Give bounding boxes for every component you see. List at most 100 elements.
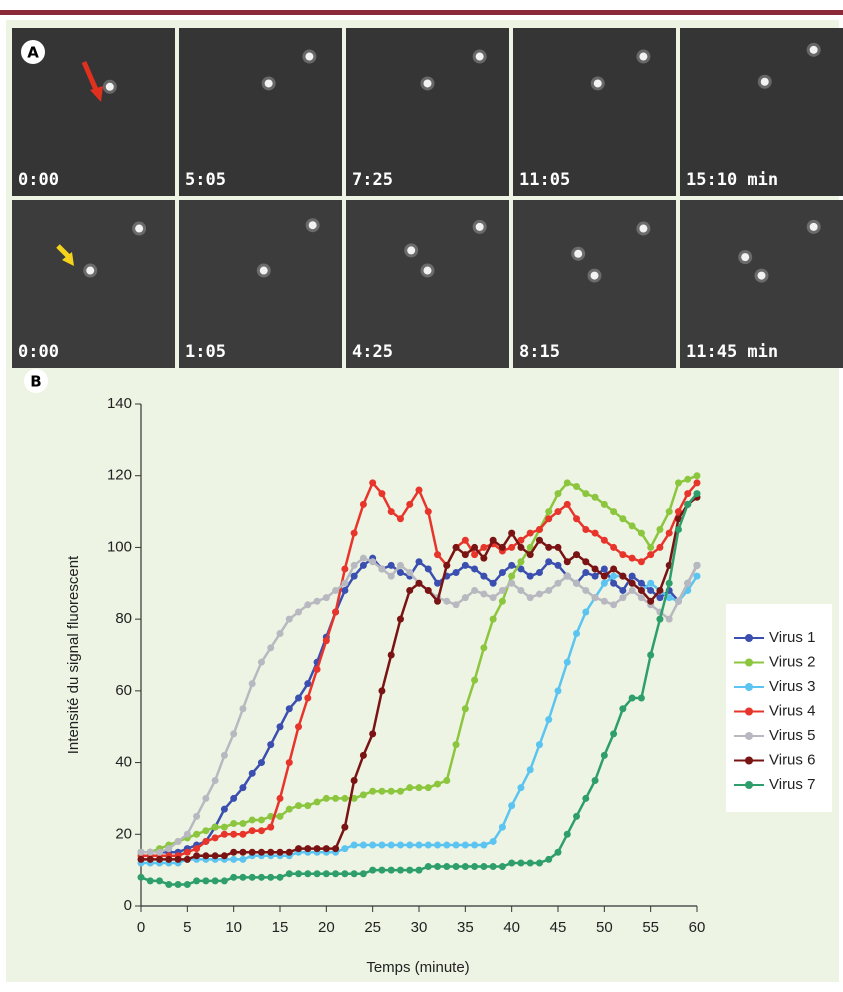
series-point [378,565,386,573]
series-point [526,594,534,602]
series-point [517,543,525,551]
series-point [146,877,154,885]
series-point [156,848,164,856]
top-rule [0,10,843,15]
series-point [434,579,442,587]
series-point [693,472,701,480]
series-point [295,802,303,810]
series-point [554,561,562,569]
series-point [535,590,543,598]
series-point [406,569,414,577]
series-point [230,794,238,802]
series-point [471,841,479,849]
series-point [183,880,191,888]
series-point [304,601,312,609]
series-point [452,543,460,551]
series-point [387,787,395,795]
series-point [554,848,562,856]
x-tick-label: 25 [364,919,381,936]
series-point [674,515,682,523]
series-point [359,751,367,759]
series-point [582,586,590,594]
series-point [267,873,275,881]
series-point [396,787,404,795]
series-point [322,845,330,853]
series-point [313,665,321,673]
series-point [637,694,645,702]
series-point [637,579,645,587]
arrow-red [81,61,100,93]
series-point [174,880,182,888]
arrow-yellow-head [62,252,74,266]
series-point [313,798,321,806]
particle [760,77,769,86]
series-point [304,802,312,810]
series-point [517,784,525,792]
series-point [350,561,358,569]
series-point [452,601,460,609]
legend-label: Virus 5 [769,727,815,744]
series-point [526,766,534,774]
series-point [545,508,553,516]
series-point [684,500,692,508]
time-label: 0:00 [18,342,59,362]
series-point [684,579,692,587]
series-point [628,579,636,587]
series-point [396,841,404,849]
series-point [517,565,525,573]
series-point [563,500,571,508]
legend-marker [745,658,753,667]
series-point [424,565,432,573]
series-point [610,730,618,738]
series-point [406,586,414,594]
series-point [211,877,219,885]
particle [809,45,818,54]
series-point [461,841,469,849]
series-point [628,572,636,580]
particle [757,271,766,280]
y-tick-label: 40 [115,754,132,771]
time-label: 15:10 min [686,170,778,190]
series-point [600,500,608,508]
series-point [637,586,645,594]
series-point [647,543,655,551]
series-point [610,579,618,587]
series-point [165,855,173,863]
series-point [582,608,590,616]
series-point [674,597,682,605]
series-point [304,870,312,878]
series-point [610,601,618,609]
series-point [248,680,256,688]
series-point [230,830,238,838]
series-point [304,680,312,688]
x-tick-label: 5 [183,919,191,936]
particle [475,222,484,231]
series-point [526,529,534,537]
series-point [239,820,247,828]
series-point [508,859,516,867]
series-point [665,508,673,516]
series-point [563,830,571,838]
series-point [193,845,201,853]
series-point [387,841,395,849]
time-label: 1:05 [185,342,226,362]
particle [809,222,818,231]
series-point [443,597,451,605]
series-point [230,873,238,881]
series-point [535,569,543,577]
series-point [239,784,247,792]
series-point [535,526,543,533]
series-point [656,615,664,623]
series-point [313,845,321,853]
y-tick-label: 60 [115,682,132,699]
legend-label: Virus 3 [769,678,815,695]
series-point [461,705,469,713]
series-point [341,845,349,853]
series-point [276,812,284,820]
panel-a-badge [21,40,45,64]
series-point [591,565,599,573]
series-point [239,848,247,856]
legend-marker [745,781,753,789]
y-tick-label: 120 [107,467,132,484]
series-point [647,586,655,594]
